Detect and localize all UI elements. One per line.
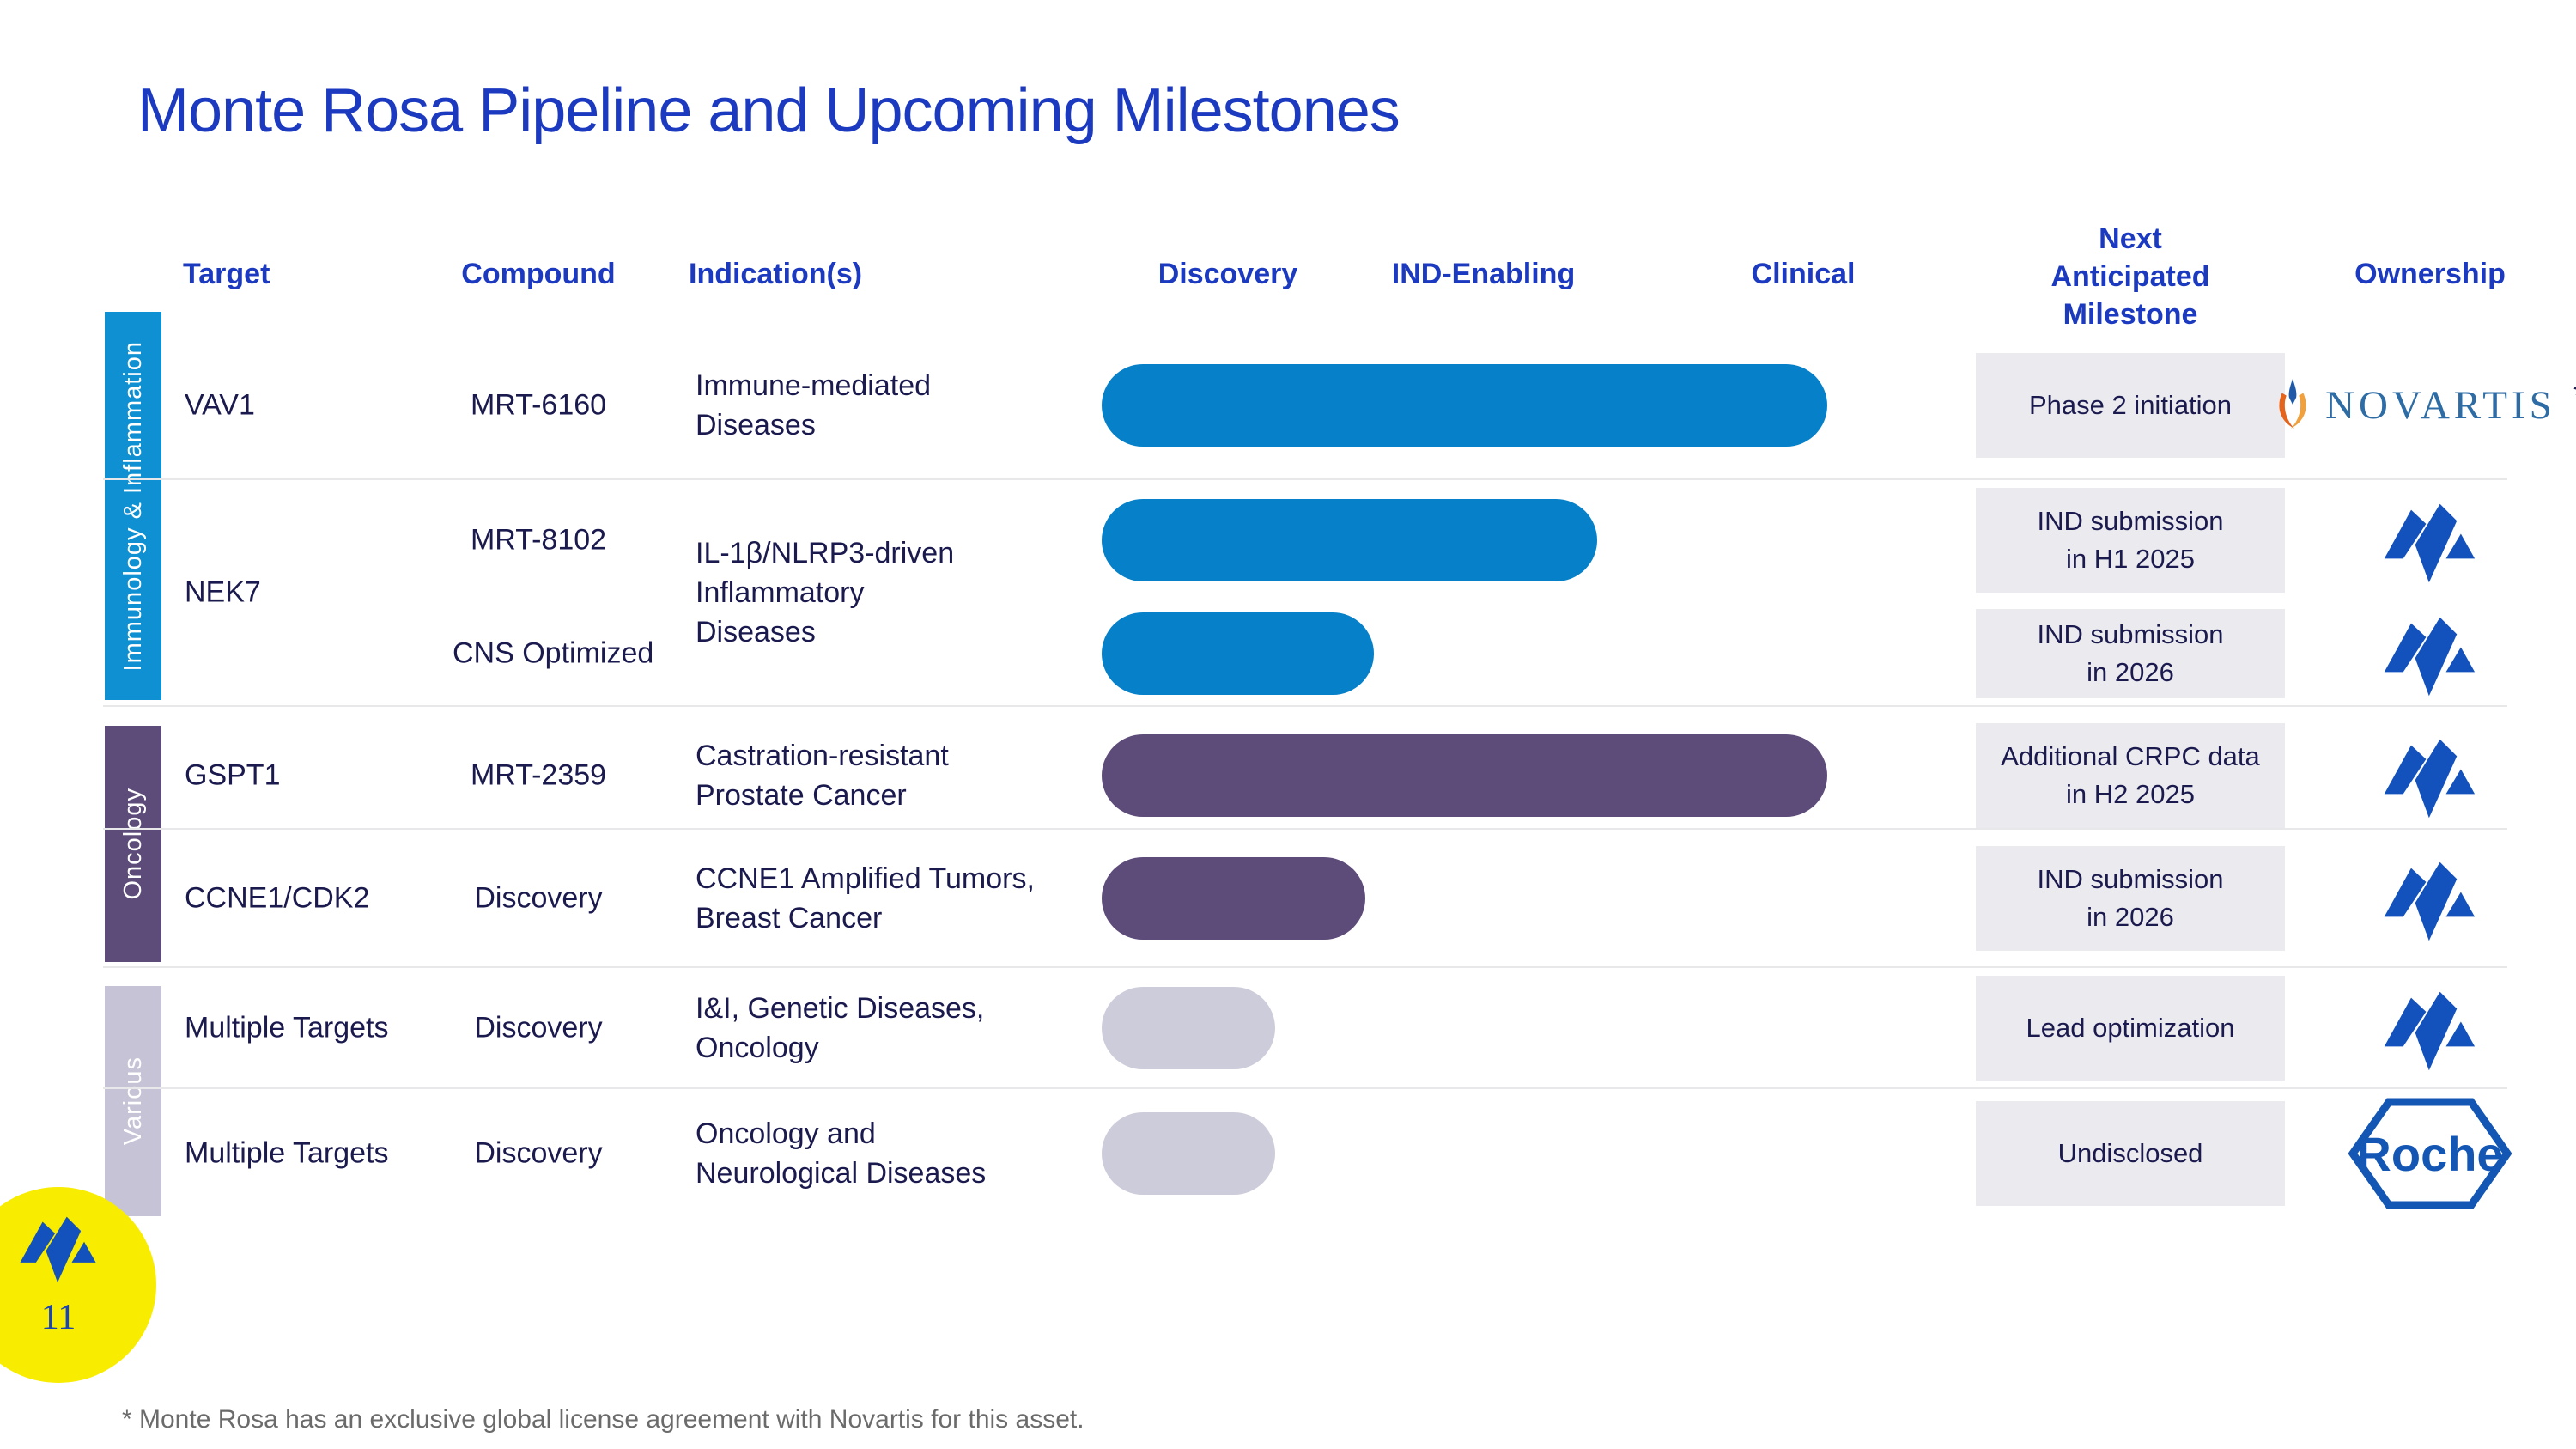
pipeline-stage-bar bbox=[1102, 857, 1365, 940]
table-row: MRT-8102 IND submission in H1 2025 bbox=[103, 479, 2576, 601]
monte-rosa-logo-icon bbox=[2384, 503, 2476, 583]
row-divider bbox=[103, 966, 2507, 968]
ownership-cell: NOVARTIS * bbox=[2279, 375, 2576, 432]
pipeline-stage-bar bbox=[1102, 612, 1374, 695]
table-row: VAV1 MRT-6160 Immune-mediated Diseases P… bbox=[103, 331, 2576, 479]
compound-cell: MRT-8102 bbox=[470, 523, 607, 557]
novartis-asterisk: * bbox=[2573, 375, 2576, 418]
row-divider bbox=[103, 478, 2507, 480]
column-header-clinical: Clinical bbox=[1751, 258, 1856, 290]
compound-cell: Discovery bbox=[474, 1136, 603, 1170]
roche-logo: Roche bbox=[2348, 1098, 2512, 1209]
column-header-discovery: Discovery bbox=[1157, 258, 1298, 290]
footnote: * Monte Rosa has an exclusive global lic… bbox=[122, 1405, 1084, 1434]
compound-cell: MRT-6160 bbox=[470, 388, 607, 421]
table-row: CCNE1/CDK2 Discovery CCNE1 Amplified Tum… bbox=[103, 830, 2576, 967]
monte-rosa-logo-icon bbox=[2384, 991, 2476, 1071]
section-strip-various: Various bbox=[105, 986, 161, 1216]
indication-cell: Castration-resistant Prostate Cancer bbox=[696, 740, 949, 812]
pipeline-stage-bar bbox=[1102, 499, 1597, 581]
target-cell: Multiple Targets bbox=[185, 1136, 389, 1170]
table-row: GSPT1 MRT-2359 Castration-resistant Pros… bbox=[103, 721, 2576, 830]
table-rowgroup-nek7: NEK7 IL-1β/NLRP3-driven Inflammatory Dis… bbox=[103, 479, 2576, 706]
column-header-ind-enabling: IND-Enabling bbox=[1391, 258, 1576, 290]
ownership-cell bbox=[2284, 981, 2576, 1075]
table-row: Multiple Targets Discovery I&I, Genetic … bbox=[103, 967, 2576, 1089]
pipeline-stage-bar bbox=[1102, 734, 1827, 817]
section-strip-immunology-inflammation: Immunology & Inflammation bbox=[105, 312, 161, 700]
milestone-box: Additional CRPC data in H2 2025 bbox=[1976, 723, 2285, 828]
indication-cell: Immune-mediated Diseases bbox=[696, 368, 932, 441]
milestone-box: Undisclosed bbox=[1976, 1101, 2285, 1206]
column-header-indications: Indication(s) bbox=[689, 258, 863, 290]
page-number: 11 bbox=[40, 1298, 76, 1337]
target-cell: CCNE1/CDK2 bbox=[185, 881, 370, 915]
indication-cell: IL-1β/NLRP3-driven Inflammatory Diseases bbox=[696, 537, 955, 648]
ownership-cell bbox=[2284, 851, 2576, 946]
milestone-box: Lead optimization bbox=[1976, 976, 2285, 1081]
row-divider bbox=[103, 828, 2507, 830]
novartis-flame-icon bbox=[2279, 378, 2306, 429]
row-divider bbox=[103, 705, 2507, 707]
monte-rosa-logo-icon bbox=[2384, 739, 2476, 819]
svg-text:Roche: Roche bbox=[2356, 1127, 2503, 1181]
monte-rosa-badge: 11 bbox=[0, 1187, 156, 1383]
target-cell: Multiple Targets bbox=[185, 1011, 389, 1044]
table-row: CNS Optimized IND submission in 2026 bbox=[103, 601, 2576, 706]
indication-cell: CCNE1 Amplified Tumors, Breast Cancer bbox=[696, 862, 1035, 935]
row-divider bbox=[103, 1087, 2507, 1089]
ownership-cell bbox=[2284, 606, 2576, 701]
compound-cell: CNS Optimized bbox=[453, 636, 654, 670]
target-cell: NEK7 bbox=[185, 575, 261, 609]
indication-cell: I&I, Genetic Diseases, Oncology bbox=[696, 992, 985, 1064]
column-header-compound: Compound bbox=[461, 258, 616, 290]
compound-cell: MRT-2359 bbox=[470, 758, 607, 792]
page-title: Monte Rosa Pipeline and Upcoming Milesto… bbox=[137, 76, 1400, 145]
milestone-box: IND submission in H1 2025 bbox=[1976, 488, 2285, 593]
novartis-wordmark: NOVARTIS bbox=[2325, 382, 2556, 428]
indication-cell: Oncology and Neurological Diseases bbox=[696, 1117, 987, 1190]
monte-rosa-logo-icon bbox=[2384, 861, 2476, 941]
section-strip-oncology: Oncology bbox=[105, 726, 161, 962]
ownership-cell bbox=[2284, 728, 2576, 823]
target-cell: GSPT1 bbox=[185, 758, 281, 792]
milestone-box: IND submission in 2026 bbox=[1976, 846, 2285, 951]
pipeline-stage-bar bbox=[1102, 363, 1827, 447]
ownership-cell bbox=[2284, 493, 2576, 588]
column-header-target: Target bbox=[183, 258, 270, 290]
pipeline-stage-bar bbox=[1102, 1112, 1275, 1195]
target-cell: VAV1 bbox=[185, 388, 255, 421]
table-row: Multiple Targets Discovery Oncology and … bbox=[103, 1089, 2576, 1218]
column-header-ownership: Ownership bbox=[2354, 258, 2506, 290]
milestone-box: Phase 2 initiation bbox=[1976, 352, 2285, 458]
pipeline-stage-bar bbox=[1102, 987, 1275, 1069]
novartis-logo: NOVARTIS * bbox=[2272, 375, 2576, 432]
ownership-cell: Roche bbox=[2284, 1095, 2576, 1212]
milestone-box: IND submission in 2026 bbox=[1976, 609, 2285, 698]
compound-cell: Discovery bbox=[474, 881, 603, 915]
compound-cell: Discovery bbox=[474, 1011, 603, 1044]
monte-rosa-logo-icon bbox=[2384, 617, 2476, 697]
column-header-next-milestone: Next Anticipated Milestone bbox=[2050, 222, 2210, 331]
monte-rosa-logo-icon bbox=[20, 1216, 96, 1283]
